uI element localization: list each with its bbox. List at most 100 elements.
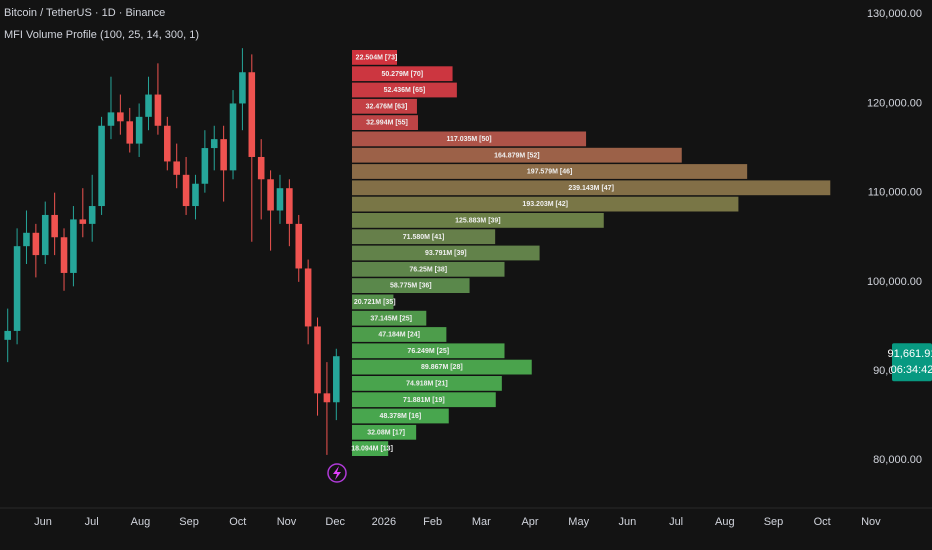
alert-icon[interactable] xyxy=(327,463,347,483)
candle-body xyxy=(51,214,58,238)
profile-bar xyxy=(352,98,417,114)
profile-label: 89.867M [28] xyxy=(421,364,463,371)
y-tick-label: 80,000.00 xyxy=(873,454,922,466)
x-tick-label: Sep xyxy=(764,516,784,528)
x-tick-label: Nov xyxy=(861,516,881,528)
candle-body xyxy=(126,121,134,144)
profile-bar xyxy=(352,310,427,326)
candle-body xyxy=(79,219,87,224)
candle-body xyxy=(13,246,21,331)
profile-bar xyxy=(352,261,505,277)
x-tick-label: Jun xyxy=(619,516,637,528)
profile-label: 37.145M [25] xyxy=(370,315,412,322)
candle-body xyxy=(210,139,218,149)
profile-bar xyxy=(352,343,505,359)
x-tick-label: Feb xyxy=(423,516,442,528)
profile-label: 20.721M [35] xyxy=(354,299,396,306)
profile-bar xyxy=(352,327,447,342)
candle-body xyxy=(257,156,265,180)
candle-body xyxy=(32,232,40,256)
profile-label: 197.579M [46] xyxy=(527,169,573,176)
y-tick-label: 120,000.00 xyxy=(867,97,922,109)
indicator-title: MFI Volume Profile (100, 25, 14, 300, 1) xyxy=(4,29,199,41)
candle-body xyxy=(23,232,30,247)
candle-body xyxy=(192,183,199,207)
profile-bar xyxy=(352,115,418,130)
profile-label: 71.580M [41] xyxy=(403,234,445,241)
y-tick-label: 110,000.00 xyxy=(868,187,922,199)
x-tick-label: Sep xyxy=(179,516,199,528)
candle-body xyxy=(304,268,312,327)
candle-body xyxy=(229,103,237,171)
profile-bar xyxy=(352,50,398,65)
profile-label: 76.249M [25] xyxy=(407,348,449,355)
x-tick-label: Nov xyxy=(277,516,297,528)
profile-bar xyxy=(352,229,496,245)
profile-label: 93.791M [39] xyxy=(425,250,467,257)
profile-label: 22.504M [73] xyxy=(356,54,398,61)
profile-bar xyxy=(352,213,604,228)
candle-body xyxy=(314,326,321,394)
candle-body xyxy=(70,219,77,273)
y-tick-label: 130,000.00 xyxy=(867,8,922,20)
profile-label: 76.25M [38] xyxy=(409,266,447,273)
profile-label: 164.879M [52] xyxy=(494,152,540,159)
candle-body xyxy=(60,237,68,273)
candle-body xyxy=(135,116,143,144)
x-tick-label: Oct xyxy=(814,516,831,528)
profile-label: 74.918M [21] xyxy=(406,380,448,387)
profile-bar xyxy=(352,424,417,440)
profile-label: 58.775M [36] xyxy=(390,283,432,290)
candle-body xyxy=(333,356,340,403)
candle-body xyxy=(164,125,171,162)
candle-body xyxy=(267,179,274,211)
candle-body xyxy=(88,206,96,224)
x-tick-label: Dec xyxy=(325,516,345,528)
profile-label: 52.436M [65] xyxy=(384,87,426,94)
profile-label: 18.094M [13] xyxy=(351,446,393,453)
symbol-title: Bitcoin / TetherUS · 1D · Binance xyxy=(4,7,165,19)
x-tick-label: Aug xyxy=(131,516,151,528)
x-tick-label: Jul xyxy=(669,516,683,528)
profile-label: 48.378M [16] xyxy=(380,413,422,420)
profile-label: 117.035M [50] xyxy=(446,136,491,143)
candle-body xyxy=(173,161,180,175)
countdown: 06:34:42 xyxy=(891,364,932,376)
candle-body xyxy=(107,112,115,126)
candle-body xyxy=(98,125,105,207)
x-tick-label: May xyxy=(568,516,589,528)
alert-bolt xyxy=(333,466,341,480)
profile-bar xyxy=(352,147,682,163)
candle-body xyxy=(295,223,303,269)
profile-label: 125.883M [39] xyxy=(455,217,501,224)
candle-body xyxy=(145,94,152,117)
candle-body xyxy=(323,393,331,403)
candle-body xyxy=(41,214,49,256)
x-tick-label: Jul xyxy=(85,516,99,528)
profile-bar xyxy=(352,164,748,179)
profile-bar xyxy=(352,82,457,98)
profile-bar xyxy=(352,441,389,456)
profile-label: 239.143M [47] xyxy=(568,185,614,192)
x-tick-label: Apr xyxy=(521,516,538,528)
profile-label: 71.881M [19] xyxy=(403,397,445,404)
candle-body xyxy=(4,330,11,340)
candle-body xyxy=(154,94,162,126)
x-tick-label: Mar xyxy=(472,516,491,528)
candle-body xyxy=(286,188,293,224)
profile-label: 193.203M [42] xyxy=(522,201,568,208)
price-tag xyxy=(892,343,932,382)
profile-bar xyxy=(352,392,496,408)
x-tick-label: Oct xyxy=(229,516,246,528)
profile-label: 50.279M [70] xyxy=(381,71,423,78)
profile-bar xyxy=(352,294,394,310)
candle-body xyxy=(117,112,124,122)
profile-label: 47.184M [24] xyxy=(378,332,420,339)
profile-label: 32.476M [63] xyxy=(366,103,408,110)
profile-bar xyxy=(352,180,831,196)
candle-body xyxy=(239,72,246,104)
profile-label: 32.08M [17] xyxy=(367,429,405,436)
profile-bar xyxy=(352,131,587,147)
